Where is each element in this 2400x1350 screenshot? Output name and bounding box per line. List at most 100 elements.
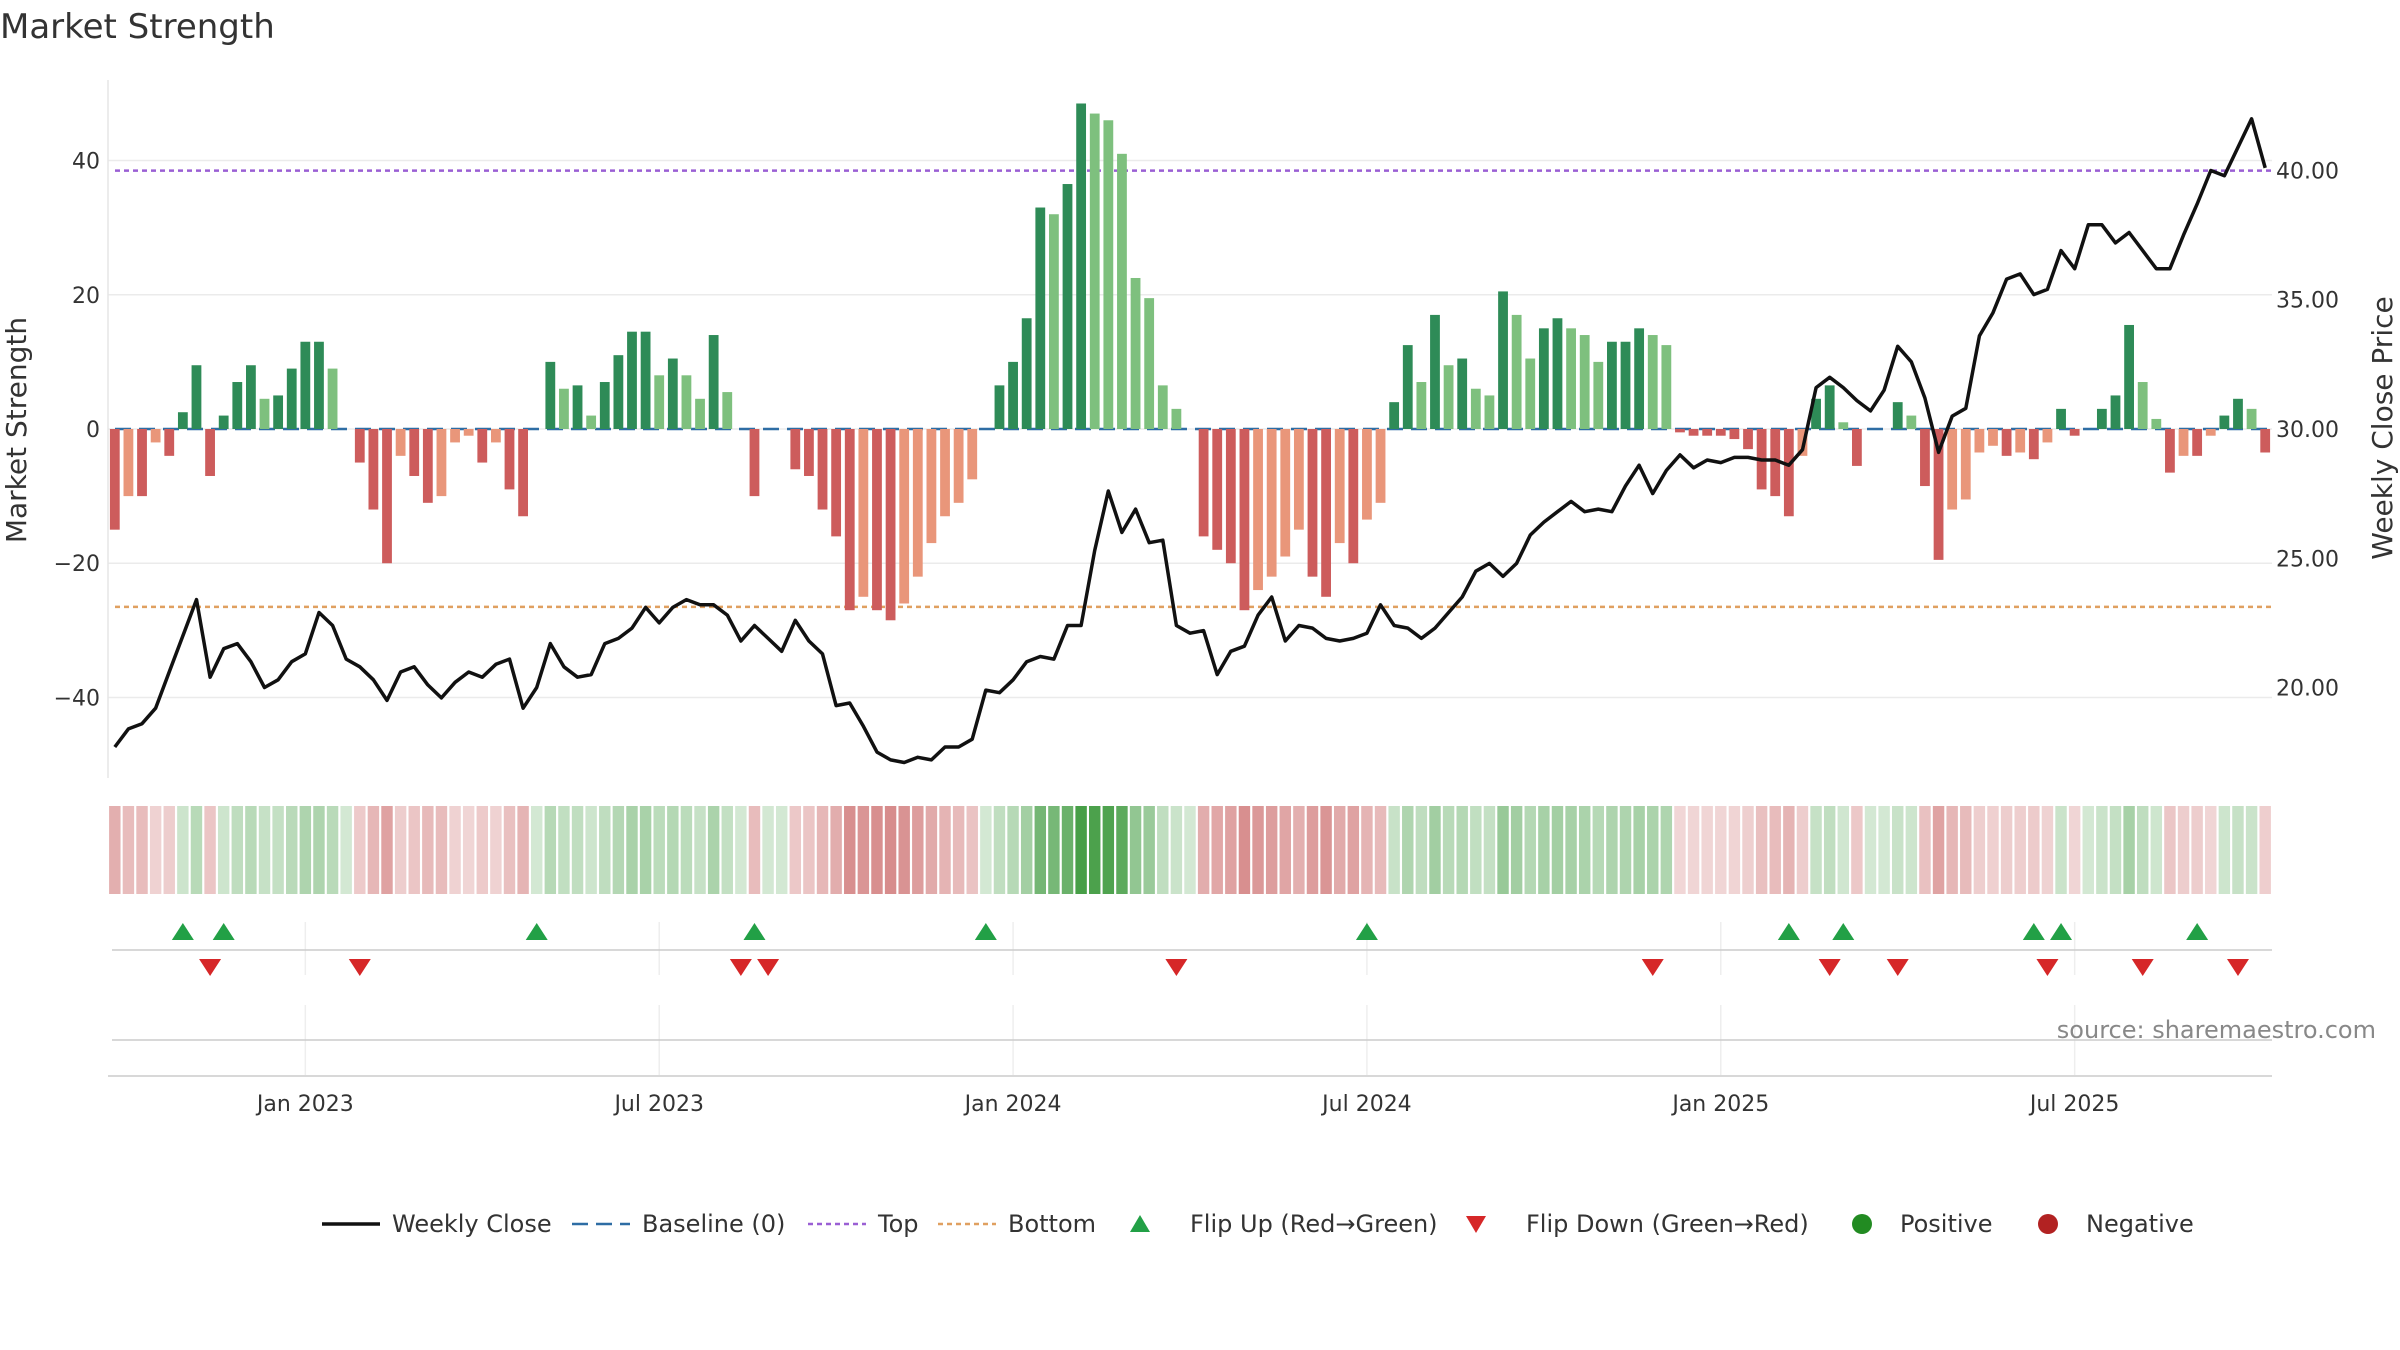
heat-cell <box>1538 806 1550 894</box>
strength-bar <box>872 429 882 611</box>
strength-bar <box>586 415 597 429</box>
heat-cell <box>1919 806 1931 894</box>
heat-cell <box>626 806 638 894</box>
heat-cell <box>272 806 284 894</box>
flip-up-marker <box>171 923 194 940</box>
heat-cell <box>490 806 502 894</box>
heat-cell <box>762 806 774 894</box>
heat-cell <box>1374 806 1387 894</box>
strength-bar <box>1266 429 1277 577</box>
strength-bar <box>123 429 134 497</box>
strength-bar <box>1498 291 1508 429</box>
strength-bar <box>1470 388 1481 429</box>
flip-down-marker <box>1818 959 1841 976</box>
heat-cell <box>1170 806 1183 894</box>
heat-cell <box>1129 806 1142 894</box>
strength-bar <box>2151 418 2162 429</box>
heat-cell <box>245 806 257 894</box>
strength-bar <box>436 429 447 497</box>
strength-bar <box>150 429 161 443</box>
heat-cell <box>2041 806 2054 894</box>
heat-cell <box>1973 806 1986 894</box>
strength-bar <box>1960 429 1971 500</box>
legend-label: Flip Up (Red→Green) <box>1190 1210 1438 1238</box>
flip-down-marker <box>2131 959 2154 976</box>
strength-bar <box>232 382 243 429</box>
heat-cell <box>1715 806 1727 894</box>
strength-bar <box>1334 429 1345 544</box>
heat-cell <box>1905 806 1918 894</box>
strength-bar <box>1743 429 1753 450</box>
strength-bar <box>1552 318 1563 429</box>
heat-cell <box>925 806 938 894</box>
strength-bar <box>1647 335 1658 429</box>
heat-cell <box>531 806 543 894</box>
heat-cell <box>748 806 761 894</box>
strength-bar <box>1348 429 1359 564</box>
heat-cell <box>1470 806 1482 894</box>
heat-cell <box>122 806 135 894</box>
strength-bar <box>1076 103 1087 429</box>
x-tick-label: Jan 2023 <box>255 1092 354 1117</box>
strength-bar <box>1212 429 1223 550</box>
heat-cell <box>503 806 516 894</box>
strength-bar <box>1620 341 1631 429</box>
heat-cell <box>109 806 121 894</box>
flip-markers <box>171 923 2249 976</box>
strength-bar <box>572 385 583 429</box>
heat-cell <box>354 806 366 894</box>
heat-cell <box>1483 806 1496 894</box>
heat-cell <box>1306 806 1319 894</box>
heat-cell <box>816 806 829 894</box>
strength-bar <box>137 429 147 497</box>
strength-bar <box>2178 429 2189 456</box>
strength-bar <box>831 429 842 537</box>
heat-cell <box>1361 806 1373 894</box>
heat-cell <box>517 806 529 894</box>
heat-cell <box>1020 806 1033 894</box>
strength-bar <box>504 429 515 490</box>
strength-bar <box>1783 429 1794 517</box>
heat-cell <box>980 806 992 894</box>
heat-cell <box>1687 806 1700 894</box>
heat-cell <box>149 806 162 894</box>
heat-cell <box>939 806 951 894</box>
heat-cell <box>993 806 1006 894</box>
legend-item-weekly-close: Weekly Close <box>322 1210 552 1238</box>
strength-bar <box>1484 395 1495 429</box>
strength-bar <box>885 429 896 621</box>
heat-cell <box>258 806 271 894</box>
strength-bar <box>1293 429 1304 530</box>
heat-cell <box>1701 806 1713 894</box>
strength-bar <box>1321 429 1332 597</box>
strength-bar <box>613 355 624 429</box>
heat-cell <box>1089 806 1101 894</box>
strength-bar <box>858 429 869 597</box>
strength-bar <box>1525 358 1536 429</box>
legend-label: Flip Down (Green→Red) <box>1526 1210 1809 1238</box>
heat-cell <box>1823 806 1836 894</box>
y-axis-right-title: Weekly Close Price <box>2366 296 2399 559</box>
flip-up-marker <box>974 923 997 940</box>
heat-cell <box>707 806 720 894</box>
strength-bar <box>1062 184 1073 429</box>
heat-cell <box>2191 806 2203 894</box>
heat-cell <box>694 806 706 894</box>
legend-dot-icon <box>2038 1214 2058 1234</box>
strength-bar <box>164 429 175 456</box>
heat-cell <box>1497 806 1509 894</box>
heat-cell <box>1946 806 1958 894</box>
heat-cell <box>1197 806 1210 894</box>
strength-bar <box>1362 429 1372 520</box>
grid-lines <box>108 159 2272 1075</box>
strength-bar <box>2246 408 2257 429</box>
x-tick-label: Jul 2025 <box>2028 1092 2120 1117</box>
strength-bar <box>2192 429 2203 456</box>
heat-cell <box>966 806 978 894</box>
heat-cell <box>394 806 407 894</box>
strength-bar <box>422 429 433 503</box>
heat-cell <box>340 806 352 894</box>
strength-bar <box>1920 429 1930 487</box>
strength-bar <box>1675 429 1685 433</box>
